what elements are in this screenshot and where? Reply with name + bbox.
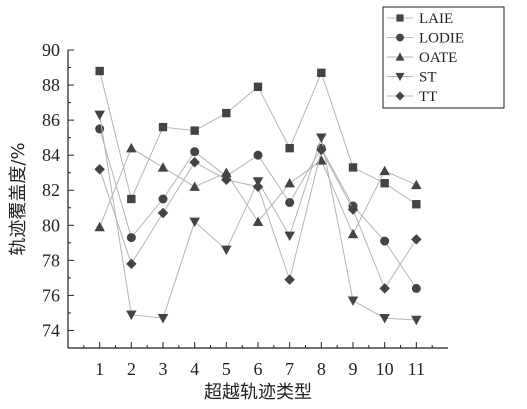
y-tick-label: 74 [42, 320, 60, 340]
data-point-lodie [190, 147, 200, 157]
data-point-st [221, 245, 232, 256]
data-point-laie [253, 82, 263, 92]
y-tick-label: 76 [42, 285, 60, 305]
data-point-st [411, 315, 422, 326]
data-point-laie [127, 194, 136, 204]
x-tick-label: 9 [349, 359, 358, 379]
data-point-tt [284, 274, 295, 285]
data-point-laie [285, 143, 294, 153]
data-point-oate [284, 177, 295, 188]
legend: LAIE LODIE OATE ST TT [382, 6, 505, 109]
data-point-st [316, 133, 327, 143]
data-point-st [157, 314, 169, 324]
data-point-oate [221, 167, 232, 177]
data-point-st [347, 296, 359, 306]
legend-label-oate: OATE [419, 50, 457, 66]
data-point-tt [252, 181, 264, 192]
x-axis-label: 超越轨迹类型 [204, 382, 312, 403]
legend-marker-st [395, 72, 405, 81]
y-tick-label: 90 [42, 40, 60, 60]
data-point-lodie [411, 283, 421, 293]
y-tick-label: 80 [42, 215, 60, 235]
x-tick-label: 2 [127, 359, 136, 379]
data-point-laie [380, 179, 389, 188]
data-point-laie [412, 200, 421, 209]
data-point-tt [347, 204, 359, 215]
data-point-oate [157, 162, 169, 172]
data-point-oate [411, 179, 422, 190]
data-point-tt [157, 207, 169, 219]
legend-label-st: ST [419, 70, 437, 86]
x-tick-label: 10 [376, 359, 394, 379]
x-tick-label: 5 [222, 359, 231, 379]
legend-marker-oate [395, 52, 405, 61]
data-point-laie [222, 108, 231, 118]
data-point-oate [252, 216, 264, 226]
legend-label-lodie: LODIE [419, 31, 464, 47]
data-point-st [126, 310, 137, 320]
y-tick-label: 82 [42, 180, 60, 200]
data-point-tt [189, 156, 200, 168]
legend-marker-lodie [396, 33, 404, 42]
data-point-lodie [380, 236, 390, 246]
y-tick-label: 86 [42, 110, 60, 130]
data-point-tt [379, 283, 390, 294]
x-tick-label: 3 [159, 359, 168, 379]
data-point-lodie [253, 150, 263, 160]
x-tick-label: 7 [285, 359, 294, 379]
data-point-lodie [126, 233, 136, 243]
data-point-tt [126, 258, 137, 270]
series-laie [95, 66, 421, 209]
data-point-tt [316, 144, 327, 156]
data-point-st [189, 217, 200, 228]
series-layer [94, 66, 422, 326]
x-tick-label: 8 [317, 359, 326, 379]
data-point-oate [94, 221, 105, 232]
data-point-tt [411, 234, 422, 245]
legend-label-tt: TT [419, 89, 437, 105]
legend-label-laie: LAIE [419, 11, 453, 27]
data-point-st [94, 110, 105, 121]
data-point-st [284, 231, 295, 242]
legend-marker-laie [396, 14, 404, 22]
y-axis-label: 轨迹覆盖度/% [8, 142, 29, 255]
data-point-oate [379, 165, 390, 176]
data-point-tt [221, 174, 232, 185]
data-point-laie [95, 66, 104, 76]
data-point-oate [126, 142, 137, 153]
x-tick-label: 4 [190, 359, 199, 379]
y-tick-label: 88 [42, 75, 60, 95]
x-tick-label: 11 [408, 359, 425, 379]
series-lodie [95, 124, 421, 293]
x-tick-label: 6 [254, 359, 263, 379]
data-point-laie [348, 163, 358, 172]
data-point-laie [317, 68, 326, 77]
data-point-oate [347, 228, 359, 239]
data-point-oate [189, 181, 200, 191]
data-point-lodie [158, 194, 168, 204]
series-tt [94, 144, 422, 294]
data-point-tt [94, 163, 105, 175]
y-tick-label: 78 [42, 250, 60, 270]
data-point-st [379, 314, 390, 324]
data-point-laie [190, 126, 199, 135]
series-oate [94, 142, 422, 239]
y-tick-label: 84 [42, 145, 60, 165]
data-point-lodie [285, 198, 295, 208]
data-point-laie [158, 122, 168, 132]
x-tick-label: 1 [95, 359, 104, 379]
legend-marker-tt [395, 91, 405, 101]
